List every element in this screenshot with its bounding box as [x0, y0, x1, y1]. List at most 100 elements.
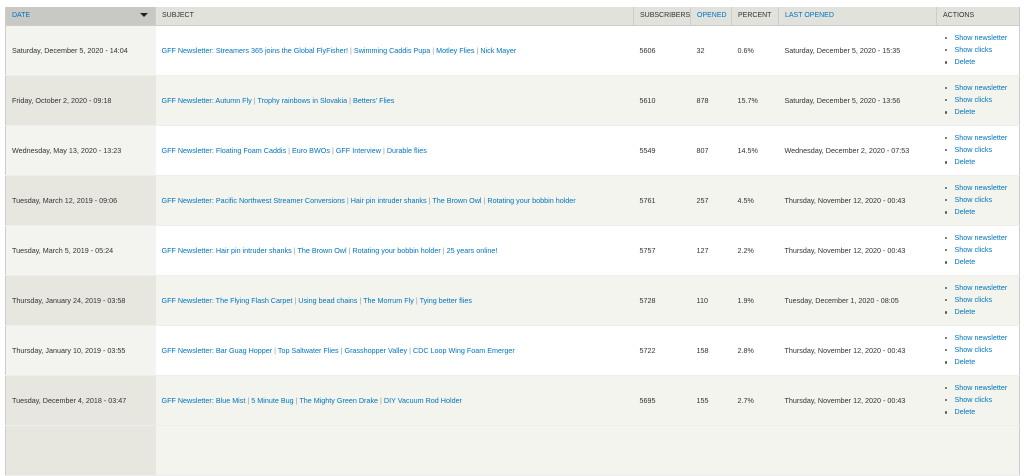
show-newsletter-link[interactable]: Show newsletter	[954, 282, 1008, 292]
subject-link[interactable]: Motley Flies	[436, 45, 475, 55]
delete-link[interactable]: Delete	[954, 207, 976, 217]
column-header-last-opened[interactable]: Last opened	[778, 7, 937, 26]
subscribers-cell: 5728	[633, 275, 691, 326]
subject-link[interactable]: 5 Minute Bug	[251, 395, 294, 405]
subject-link[interactable]: Trophy rainbows in Slovakia	[257, 95, 348, 105]
action-item: Show clicks	[943, 94, 1014, 106]
delete-link[interactable]: Delete	[954, 407, 976, 417]
subject-link[interactable]: Rotating your bobbin holder	[487, 195, 576, 205]
show-newsletter-link[interactable]: Show newsletter	[954, 232, 1008, 242]
percent-cell: 2.8%	[731, 325, 779, 376]
action-item: Show newsletter	[943, 382, 1014, 394]
subject-link[interactable]: The Brown Owl	[297, 245, 347, 255]
subject-link[interactable]: Top Saltwater Flies	[277, 345, 339, 355]
last-opened-cell: Thursday, November 12, 2020 - 00:43	[778, 225, 937, 276]
separator: |	[407, 345, 413, 355]
date-cell: Thursday, January 24, 2019 - 03:58	[5, 275, 156, 326]
subject-link[interactable]: Euro BWOs	[292, 145, 330, 155]
date-cell: Friday, October 2, 2020 - 09:18	[5, 75, 156, 126]
date-cell: Wednesday, May 13, 2020 - 13:23	[5, 125, 156, 176]
subject-link[interactable]: Betters' Flies	[353, 95, 395, 105]
date-cell: Thursday, January 10, 2019 - 03:55	[5, 325, 156, 376]
delete-link[interactable]: Delete	[954, 307, 976, 317]
subject-link[interactable]: GFF Newsletter: Hair pin intruder shanks	[161, 245, 292, 255]
percent-cell: 4.5%	[731, 175, 779, 226]
percent-cell: 15.7%	[731, 75, 779, 126]
show-newsletter-link[interactable]: Show newsletter	[954, 332, 1008, 342]
subject-link[interactable]: GFF Newsletter: Blue Mist	[161, 395, 246, 405]
opened-cell: 127	[690, 225, 732, 276]
actions-cell: Show newsletter Show clicks Delete	[936, 375, 1020, 426]
subject-link[interactable]: The Brown Owl	[432, 195, 482, 205]
subject-cell: GFF Newsletter: Floating Foam Caddis | E…	[155, 125, 634, 176]
table-row: Thursday, January 24, 2019 - 03:58 GFF N…	[5, 275, 1020, 326]
separator: |	[481, 195, 488, 205]
last-opened-cell: Thursday, November 12, 2020 - 00:43	[778, 325, 937, 376]
subject-link[interactable]: The Mighty Green Drake	[299, 395, 379, 405]
subject-link[interactable]: 25 years online!	[446, 245, 498, 255]
subscribers-cell: 5757	[633, 225, 691, 276]
sort-opened-link[interactable]: Opened	[697, 12, 727, 20]
separator: |	[378, 395, 384, 405]
show-clicks-link[interactable]: Show clicks	[954, 294, 993, 304]
subject-link[interactable]: GFF Newsletter: Pacific Northwest Stream…	[161, 195, 345, 205]
show-clicks-link[interactable]: Show clicks	[954, 94, 993, 104]
action-item: Delete	[943, 56, 1014, 68]
subject-link[interactable]: GFF Interview	[335, 145, 381, 155]
subject-link[interactable]: Using bead chains	[298, 295, 358, 305]
subject-link[interactable]: Nick Mayer	[480, 45, 517, 55]
subject-link[interactable]: CDC Loop Wing Foam Emerger	[412, 345, 515, 355]
subject-link[interactable]: Tying better flies	[419, 295, 472, 305]
delete-link[interactable]: Delete	[954, 157, 976, 167]
newsletter-table: Date Subject Subscribers Opened Percent …	[5, 7, 1020, 476]
subject-link[interactable]: Hair pin intruder shanks	[350, 195, 427, 205]
subject-link[interactable]: GFF Newsletter: Streamers 365 joins the …	[161, 45, 349, 55]
subject-link[interactable]: Swimming Caddis Pupa	[353, 45, 431, 55]
subject-link[interactable]: DIY Vacuum Rod Holder	[383, 395, 462, 405]
subject-link[interactable]: The Morrum Fly	[363, 295, 414, 305]
show-clicks-link[interactable]: Show clicks	[954, 344, 993, 354]
percent-cell: 2.7%	[731, 375, 779, 426]
action-item: Show newsletter	[943, 182, 1014, 194]
show-clicks-link[interactable]: Show clicks	[954, 394, 993, 404]
delete-link[interactable]: Delete	[954, 257, 976, 267]
action-item: Show clicks	[943, 144, 1014, 156]
action-item: Show clicks	[943, 294, 1014, 306]
subject-link[interactable]: Durable flies	[386, 145, 427, 155]
action-item: Show clicks	[943, 44, 1014, 56]
show-newsletter-link[interactable]: Show newsletter	[954, 132, 1008, 142]
subject-link[interactable]: GFF Newsletter: Autumn Fly	[161, 95, 252, 105]
show-clicks-link[interactable]: Show clicks	[954, 44, 993, 54]
delete-link[interactable]: Delete	[954, 57, 976, 67]
table-row: Tuesday, March 12, 2019 - 09:06 GFF News…	[5, 175, 1020, 226]
show-clicks-link[interactable]: Show clicks	[954, 144, 993, 154]
actions-list: Show newsletter Show clicks Delete	[943, 332, 1014, 369]
show-newsletter-link[interactable]: Show newsletter	[954, 182, 1008, 192]
delete-link[interactable]: Delete	[954, 357, 976, 367]
column-header-date[interactable]: Date	[5, 7, 156, 26]
last-opened-cell: Wednesday, December 2, 2020 - 07:53	[778, 125, 937, 176]
subject-link[interactable]: Grasshopper Valley	[344, 345, 408, 355]
subscribers-cell: 5610	[633, 75, 691, 126]
opened-cell: 807	[690, 125, 732, 176]
separator: |	[338, 345, 345, 355]
separator: |	[380, 145, 387, 155]
subject-link[interactable]: GFF Newsletter: The Flying Flash Carpet	[161, 295, 293, 305]
subject-link[interactable]: Rotating your bobbin holder	[352, 245, 441, 255]
show-clicks-link[interactable]: Show clicks	[954, 194, 993, 204]
column-header-opened[interactable]: Opened	[690, 7, 732, 26]
show-newsletter-link[interactable]: Show newsletter	[954, 382, 1008, 392]
show-newsletter-link[interactable]: Show newsletter	[954, 32, 1008, 42]
sort-last-opened-link[interactable]: Last opened	[785, 12, 834, 20]
subscribers-cell: 5761	[633, 175, 691, 226]
subject-link[interactable]: GFF Newsletter: Bar Guag Hopper	[161, 345, 273, 355]
show-newsletter-link[interactable]: Show newsletter	[954, 82, 1008, 92]
separator: |	[348, 45, 354, 55]
show-clicks-link[interactable]: Show clicks	[954, 244, 993, 254]
subject-cell: GFF Newsletter: Hair pin intruder shanks…	[155, 225, 634, 276]
table-row: Thursday, January 10, 2019 - 03:55 GFF N…	[5, 325, 1020, 376]
subject-link[interactable]: GFF Newsletter: Floating Foam Caddis	[161, 145, 287, 155]
delete-link[interactable]: Delete	[954, 107, 976, 117]
sort-date-link[interactable]: Date	[12, 12, 31, 20]
table-row: Friday, October 2, 2020 - 09:18 GFF News…	[5, 75, 1020, 126]
